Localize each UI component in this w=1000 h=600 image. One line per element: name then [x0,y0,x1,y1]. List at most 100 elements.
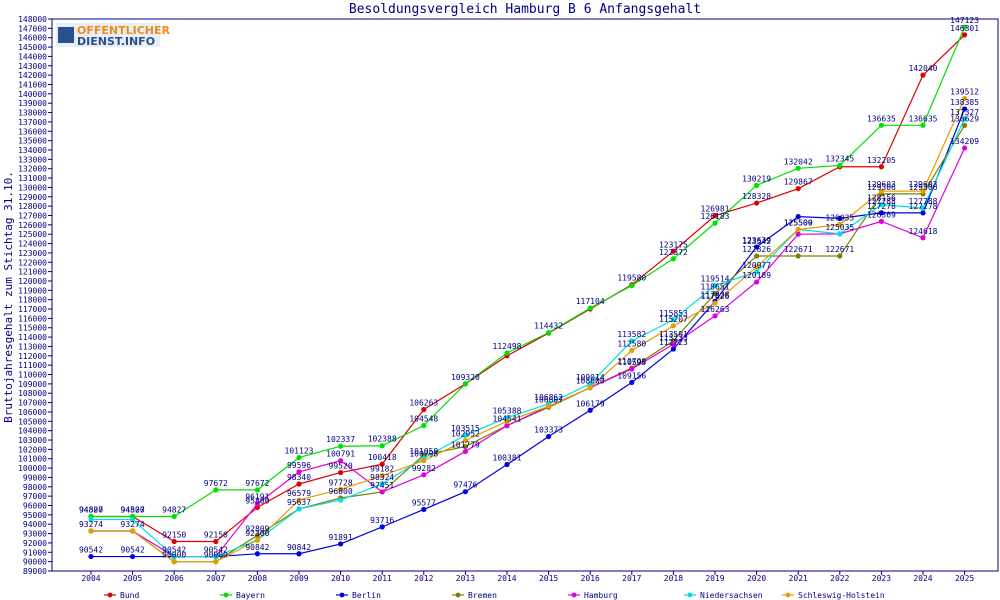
data-point-berlin [88,553,94,560]
data-label: 130219 [742,174,771,183]
data-point-niedersachsen [213,553,219,560]
data-point-bremen [254,532,260,538]
data-label: 105388 [493,407,522,416]
data-point-schleswig-holstein [338,486,344,492]
y-tick-label: 127000 [18,211,47,220]
data-label: 127278 [867,202,896,211]
data-point-bund [379,461,385,467]
data-point-schleswig-holstein [587,385,593,391]
y-tick-label: 132000 [18,165,47,174]
data-label: 103515 [451,424,480,433]
y-tick-label: 141000 [18,80,47,89]
y-tick-label: 146000 [18,34,47,43]
data-label: 129603 [909,180,938,189]
data-label: 125509 [784,218,813,227]
data-label: 127278 [909,202,938,211]
y-tick-label: 91000 [23,548,47,557]
data-point-hamburg [629,366,635,372]
data-label: 94500 [79,505,103,514]
legend-marker-niedersachsen [687,592,693,598]
data-point-berlin [462,489,468,495]
y-tick-label: 139000 [18,99,47,108]
y-tick-label: 144000 [18,52,47,61]
data-point-schleswig-holstein [837,221,843,228]
data-point-bund [962,32,968,38]
y-tick-label: 131000 [18,174,47,183]
data-point-berlin [837,215,843,221]
data-label: 96800 [329,487,353,496]
data-point-bayern [754,182,760,188]
data-point-schleswig-holstein [795,226,801,233]
data-label: 94827 [162,505,186,514]
data-point-niedersachsen [962,116,968,122]
data-label: 136635 [867,114,896,123]
data-label: 90542 [121,546,145,555]
y-tick-label: 102000 [18,445,47,454]
data-point-schleswig-holstein [213,559,219,565]
data-point-bremen [837,253,843,259]
y-tick-label: 125000 [18,230,47,239]
data-label: 94827 [121,505,145,514]
data-point-schleswig-holstein [504,418,510,424]
y-tick-label: 130000 [18,183,47,192]
y-tick-label: 137000 [18,118,47,127]
data-label: 136629 [950,114,979,123]
data-point-bund [712,213,718,219]
data-label: 99596 [287,461,311,470]
y-tick-label: 111000 [18,361,47,370]
data-point-hamburg [962,145,968,151]
data-label: 108600 [576,377,605,386]
x-tick-label: 2011 [373,574,392,583]
data-point-bayern [712,220,718,226]
y-tick-label: 121000 [18,268,47,277]
y-tick-label: 116000 [18,314,47,323]
data-label: 97672 [204,479,228,488]
data-label: 124618 [909,227,938,236]
data-label: 126183 [701,212,730,221]
y-tick-label: 133000 [18,155,47,164]
data-label: 110700 [617,357,646,366]
data-point-berlin [754,244,760,250]
data-label: 132345 [825,154,854,163]
x-tick-label: 2014 [497,574,516,583]
data-label: 109156 [617,371,646,380]
x-tick-label: 2004 [81,574,100,583]
data-label: 112723 [659,338,688,347]
data-point-bund [296,481,302,487]
data-label: 106862 [534,393,563,402]
data-point-niedersachsen [171,553,177,560]
data-label: 90842 [245,543,269,552]
y-tick-label: 123000 [18,249,47,258]
data-point-hamburg [379,489,385,495]
data-point-schleswig-holstein [88,528,94,534]
y-tick-label: 117000 [18,305,47,314]
data-label: 102388 [368,435,397,444]
data-label: 119514 [701,275,730,284]
data-label: 119580 [617,274,646,283]
data-point-berlin [920,210,926,216]
data-label: 147123 [950,16,979,25]
site-logo: OFFENTLICHER DIENST.INFO [56,23,170,48]
data-point-schleswig-holstein [462,437,468,444]
data-label: 99520 [329,462,353,471]
data-point-niedersachsen [587,381,593,387]
data-point-bund [421,406,427,413]
data-point-berlin [546,433,552,440]
data-label: 114432 [534,322,563,331]
data-label: 129306 [909,183,938,192]
series-line-bayern [91,26,966,518]
data-label: 126035 [825,214,854,223]
data-point-hamburg [338,458,344,464]
data-label: 93274 [121,520,145,529]
data-label: 90000 [162,551,186,560]
x-tick-label: 2024 [913,574,932,583]
x-tick-label: 2018 [664,574,683,583]
legend-label-schleswig-holstein: Schleswig-Holstein [798,591,885,600]
y-tick-label: 134000 [18,146,47,155]
data-label: 101059 [409,447,438,456]
data-point-hamburg [670,341,677,347]
y-tick-label: 119000 [18,286,47,295]
series-lines [88,24,968,565]
data-label: 113582 [617,330,646,339]
